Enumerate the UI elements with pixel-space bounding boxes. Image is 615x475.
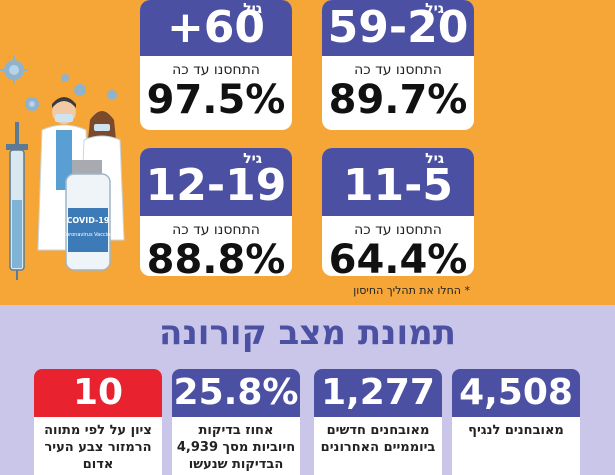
stat-value: 25.8% bbox=[172, 369, 300, 417]
vaccinated-label: התחסנו עד כה bbox=[354, 222, 442, 238]
age-label: גיל bbox=[243, 151, 262, 167]
age-card-60-plus: גיל +60 התחסנו עד כה 97.5% bbox=[140, 0, 292, 130]
age-card-5-11: גיל 11-5 התחסנו עד כה 64.4% bbox=[322, 148, 474, 276]
stat-value: 10 bbox=[34, 369, 162, 417]
vaccinated-label: התחסנו עד כה bbox=[172, 62, 260, 78]
age-range: +60 bbox=[166, 2, 266, 53]
age-label: גיל bbox=[243, 1, 262, 17]
stat-card-positive-rate: 25.8% אחוז בדיקות חיוביות מסך 4,939 הבדי… bbox=[172, 369, 300, 475]
age-card-header: גיל +60 bbox=[140, 0, 292, 56]
age-card-header: גיל 12-19 bbox=[140, 148, 292, 216]
stat-card-new-diagnosed: 1,277 מאובחנים חדשים ביוממיים האחרונים bbox=[314, 369, 442, 475]
age-range: 12-19 bbox=[145, 160, 287, 211]
age-label: גיל bbox=[425, 1, 444, 17]
stat-description: ציון על לפי מתווה הרמזור צבע העיר אדום bbox=[44, 423, 152, 472]
doctors-vaccine-illustration: COVID-19 Coronavirus Vaccine bbox=[0, 56, 125, 280]
vaccinated-percent: 97.5% bbox=[146, 77, 286, 123]
age-range: 59-20 bbox=[327, 2, 469, 53]
age-label: גיל bbox=[425, 151, 444, 167]
syringe-icon bbox=[6, 122, 28, 280]
vaccinated-label: התחסנו עד כה bbox=[172, 222, 260, 238]
age-card-12-19: גיל 12-19 התחסנו עד כה 88.8% bbox=[140, 148, 292, 276]
age-range: 11-5 bbox=[342, 160, 454, 211]
vaccinated-percent: 89.7% bbox=[328, 77, 468, 123]
vaccinated-label: התחסנו עד כה bbox=[354, 62, 442, 78]
stat-value: 4,508 bbox=[452, 369, 580, 417]
virus-icon bbox=[0, 56, 28, 84]
vaccinated-percent: 88.8% bbox=[146, 237, 286, 276]
age-card-header: גיל 59-20 bbox=[322, 0, 474, 56]
section-title: תמונת מצב קורונה bbox=[159, 313, 456, 353]
footnote: * החלו את תהליך החיסון bbox=[353, 284, 470, 297]
age-card-header: גיל 11-5 bbox=[322, 148, 474, 216]
virus-icon bbox=[61, 74, 117, 100]
stat-card-diagnosed: 4,508 מאובחנים לנגיף bbox=[452, 369, 580, 475]
vial-label: COVID-19 bbox=[67, 216, 110, 225]
vial-sublabel: Coronavirus Vaccine bbox=[63, 232, 114, 238]
stat-description: מאובחנים חדשים ביוממיים האחרונים bbox=[320, 423, 436, 455]
stat-description: אחוז בדיקות חיוביות מסך 4,939 הבדיקות שנ… bbox=[176, 423, 296, 475]
stat-card-traffic-light-score: 10 ציון על לפי מתווה הרמזור צבע העיר אדו… bbox=[34, 369, 162, 475]
virus-icon bbox=[25, 97, 39, 111]
age-card-20-59: גיל 59-20 התחסנו עד כה 89.7% bbox=[322, 0, 474, 130]
stat-value: 1,277 bbox=[314, 369, 442, 417]
vaccinated-percent: 64.4% bbox=[328, 237, 468, 276]
stat-description: מאובחנים לנגיף bbox=[468, 423, 564, 438]
vaccine-vial-icon: COVID-19 Coronavirus Vaccine bbox=[63, 160, 114, 271]
